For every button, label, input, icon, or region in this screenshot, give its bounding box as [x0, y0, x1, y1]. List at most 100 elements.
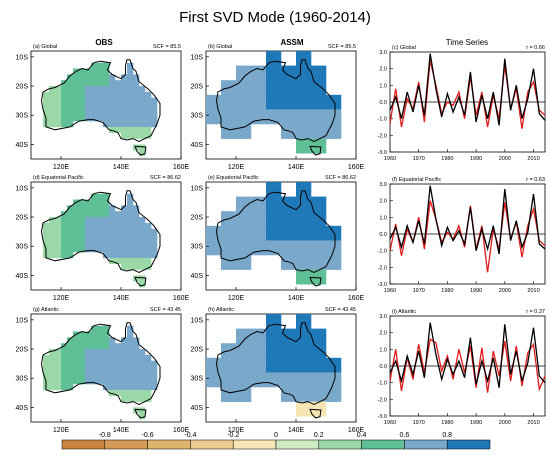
map-grid-cell [236, 124, 252, 139]
map-grid-cell [109, 246, 116, 253]
map-grid-cell [67, 337, 74, 344]
panel-label: (d) Equatorial Pacific [33, 175, 84, 181]
map-grid-cell [49, 115, 56, 122]
map-grid-cell [236, 240, 252, 256]
map-grid-cell [61, 222, 68, 229]
map-grid-cell [121, 366, 128, 373]
scf-value: SCF = 85.5 [328, 44, 356, 50]
map-grid-cell [151, 240, 158, 247]
map-grid-cell [145, 360, 152, 367]
map-grid-cell [121, 240, 128, 247]
map-grid-cell [67, 384, 74, 391]
map-grid-cell [133, 205, 140, 212]
map-grid-cell [121, 74, 128, 81]
map-grid-cell [109, 354, 116, 361]
map-grid-cell [127, 372, 134, 379]
map-grid-cell [97, 91, 104, 98]
map-grid-cell [43, 240, 50, 247]
map-grid-cell [296, 138, 312, 154]
map-grid-cell [91, 240, 98, 247]
map-grid-cell [115, 115, 122, 122]
map-grid-cell [281, 372, 297, 388]
map-grid-cell [133, 378, 140, 385]
map-grid-cell [61, 372, 68, 379]
map-grid-cell [61, 121, 68, 128]
coastline-tasmania [134, 276, 147, 287]
map-grid-cell [73, 115, 80, 122]
map-grid-cell [139, 86, 146, 93]
column-header-obs: OBS [95, 38, 113, 47]
map-grid-cell [127, 354, 134, 361]
map-grid-cell [103, 246, 110, 253]
map-grid-cell [236, 255, 252, 270]
map-grid-cell [91, 331, 98, 338]
map-grid-cell [145, 366, 152, 373]
map-grid-cell [133, 121, 140, 128]
map-grid-cell [103, 331, 110, 338]
map-grid-cell [236, 109, 252, 125]
colorbar-swatch [61, 439, 106, 450]
map-grid-cell [103, 343, 110, 350]
y-tick-label: 3.0 [379, 314, 387, 320]
map-grid-cell [236, 387, 252, 402]
map-grid-cell [121, 263, 128, 270]
map-grid-cell [49, 246, 56, 253]
map-grid-cell [79, 80, 86, 87]
map-grid-cell [151, 252, 158, 259]
map-grid-cell [139, 252, 146, 259]
lon-tick-label: 120E [53, 427, 70, 434]
map-grid-cell [133, 74, 140, 81]
map-grid-cell [139, 354, 146, 361]
colorbar-swatch [446, 439, 491, 450]
map-grid-cell [145, 109, 152, 116]
map-grid-cell [127, 97, 134, 104]
map-grid-cell [97, 240, 104, 247]
map-grid-cell [73, 80, 80, 87]
map-grid-cell [127, 199, 134, 206]
map-grid-cell [266, 65, 282, 81]
y-tick-label: -3.0 [378, 282, 387, 288]
lat-tick-label: 10S [16, 54, 29, 61]
map-grid-cell [266, 196, 282, 212]
map-grid-cell [79, 115, 86, 122]
map-grid-cell [85, 354, 92, 361]
map-grid-cell [121, 354, 128, 361]
map-grid-cell [133, 337, 140, 344]
colorbar-label: -0.2 [227, 432, 239, 439]
map-grid-cell [139, 246, 146, 253]
map-grid-cell [79, 199, 86, 206]
map-grid-cell [91, 205, 98, 212]
map-grid-cell [91, 343, 98, 350]
map-panel: (g) Atlantic SCF = 43.45 120E 140E 160E 10S 20… [16, 307, 190, 434]
map-grid-cell [127, 222, 134, 229]
map-grid-cell [296, 225, 312, 241]
lat-tick-label: 20S [16, 84, 29, 91]
map-grid-cell [251, 225, 267, 241]
map-grid-cell [97, 97, 104, 104]
map-grid-cell [55, 360, 62, 367]
map-grid-cell [296, 343, 312, 359]
map-grid-cell [127, 384, 134, 391]
lon-tick-label: 160E [173, 295, 190, 302]
map-grid-cell [145, 372, 152, 379]
map-grid-cell [145, 395, 152, 402]
map-grid-cell [151, 384, 158, 391]
coastline [40, 59, 161, 143]
map-grid-cell [79, 360, 86, 367]
map-grid-cell [85, 109, 92, 116]
map-grid-cell [326, 240, 342, 256]
map-grid-cell [55, 228, 62, 235]
panel-label: (a) Global [33, 44, 57, 50]
colorbar-label: 0.4 [357, 432, 367, 439]
map-grid-cell [49, 372, 56, 379]
scf-value: SCF = 86.62 [325, 175, 356, 181]
map-grid-cell [49, 97, 56, 104]
map-grid-cell [127, 257, 134, 264]
map-grid-cell [121, 389, 128, 396]
map-grid-cell [91, 349, 98, 356]
coastline-tasmania [309, 145, 322, 156]
map-grid-cell [91, 68, 98, 75]
map-panel: (h) Atlantic SCF = 43.45 120E 140E 160E 10S 20… [191, 307, 365, 434]
map-grid-cell [133, 372, 140, 379]
lon-tick-label: 120E [53, 295, 70, 302]
